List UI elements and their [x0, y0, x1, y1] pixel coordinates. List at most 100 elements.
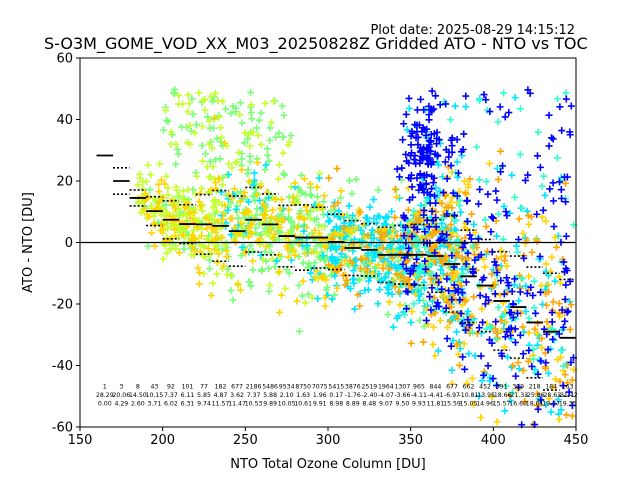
bin-mean-label: 7.37 — [247, 392, 261, 399]
bin-mean-label: 4.87 — [214, 392, 228, 399]
data-point — [284, 246, 292, 254]
data-point — [525, 220, 533, 228]
data-point — [542, 260, 550, 268]
data-point — [422, 316, 430, 324]
data-point — [253, 191, 261, 199]
data-point — [556, 377, 564, 385]
data-point — [402, 110, 410, 118]
data-point — [198, 207, 206, 215]
data-point — [453, 340, 461, 348]
data-point — [315, 253, 323, 261]
data-point — [412, 219, 420, 227]
data-point — [542, 217, 550, 225]
bin-std-label: 8.48 — [362, 400, 376, 407]
data-point — [556, 178, 564, 186]
data-point — [511, 94, 519, 102]
data-point — [422, 179, 430, 187]
data-point — [249, 181, 257, 189]
data-point — [249, 128, 257, 136]
data-point — [418, 146, 426, 154]
data-point — [461, 189, 469, 197]
data-point — [308, 192, 316, 200]
data-point — [457, 208, 465, 216]
bin-mean-label: -4.11 — [411, 392, 427, 399]
data-point — [278, 102, 286, 110]
data-point — [562, 232, 570, 240]
data-point — [566, 326, 574, 334]
data-point — [362, 214, 370, 222]
data-point — [139, 178, 147, 186]
bin-count-label: 77 — [200, 384, 208, 391]
data-point — [454, 240, 462, 248]
data-point — [172, 140, 180, 148]
data-point — [223, 253, 231, 261]
data-point — [488, 213, 496, 221]
data-point — [484, 362, 492, 370]
bin-count-label: 8 — [136, 384, 140, 391]
data-point — [408, 232, 416, 240]
data-point — [393, 193, 401, 201]
data-point — [466, 264, 474, 272]
data-point — [191, 205, 199, 213]
bin-count-label: 182 — [215, 384, 227, 391]
data-point — [442, 100, 450, 108]
data-point — [148, 229, 156, 237]
data-point — [515, 215, 523, 223]
data-point — [400, 278, 408, 286]
x-tick-label: 200 — [150, 433, 175, 448]
data-point — [230, 185, 238, 193]
data-point — [530, 304, 538, 312]
data-point — [404, 206, 412, 214]
data-point — [225, 171, 233, 179]
data-point — [331, 272, 339, 280]
bin-mean-label: -28.63 — [541, 392, 561, 399]
data-point — [471, 229, 479, 237]
data-point — [568, 401, 576, 409]
data-point — [538, 213, 546, 221]
data-point — [448, 142, 456, 150]
data-point — [502, 382, 510, 390]
data-point — [275, 129, 283, 137]
data-point — [482, 223, 490, 231]
data-point — [515, 297, 523, 305]
data-point — [499, 162, 507, 170]
bin-std-label: 11.47 — [228, 400, 246, 407]
data-point — [501, 407, 509, 415]
data-point — [266, 226, 274, 234]
data-point — [527, 283, 535, 291]
data-point — [265, 287, 273, 295]
data-point — [554, 95, 562, 103]
data-point — [438, 199, 446, 207]
data-point — [525, 346, 533, 354]
data-point — [431, 258, 439, 266]
data-point — [360, 233, 368, 241]
data-point — [494, 304, 502, 312]
data-point — [417, 182, 425, 190]
data-point — [537, 396, 545, 404]
data-point — [134, 181, 142, 189]
data-point — [302, 224, 310, 232]
data-point — [461, 297, 469, 305]
data-point — [451, 211, 459, 219]
data-point — [530, 355, 538, 363]
data-point — [421, 228, 429, 236]
bin-mean-label: -1.76 — [345, 392, 361, 399]
data-point — [452, 287, 460, 295]
data-point — [519, 230, 527, 238]
data-point — [321, 294, 329, 302]
data-point — [561, 317, 569, 325]
data-point — [298, 242, 306, 250]
bin-count-label: 1307 — [395, 384, 411, 391]
data-point — [299, 259, 307, 267]
data-point — [507, 324, 515, 332]
data-point — [476, 291, 484, 299]
data-point — [396, 275, 404, 283]
data-point — [417, 95, 425, 103]
data-point — [263, 188, 271, 196]
data-point — [374, 261, 382, 269]
data-point — [411, 121, 419, 129]
data-point — [350, 267, 357, 275]
data-point — [348, 229, 356, 237]
data-point — [205, 117, 213, 125]
